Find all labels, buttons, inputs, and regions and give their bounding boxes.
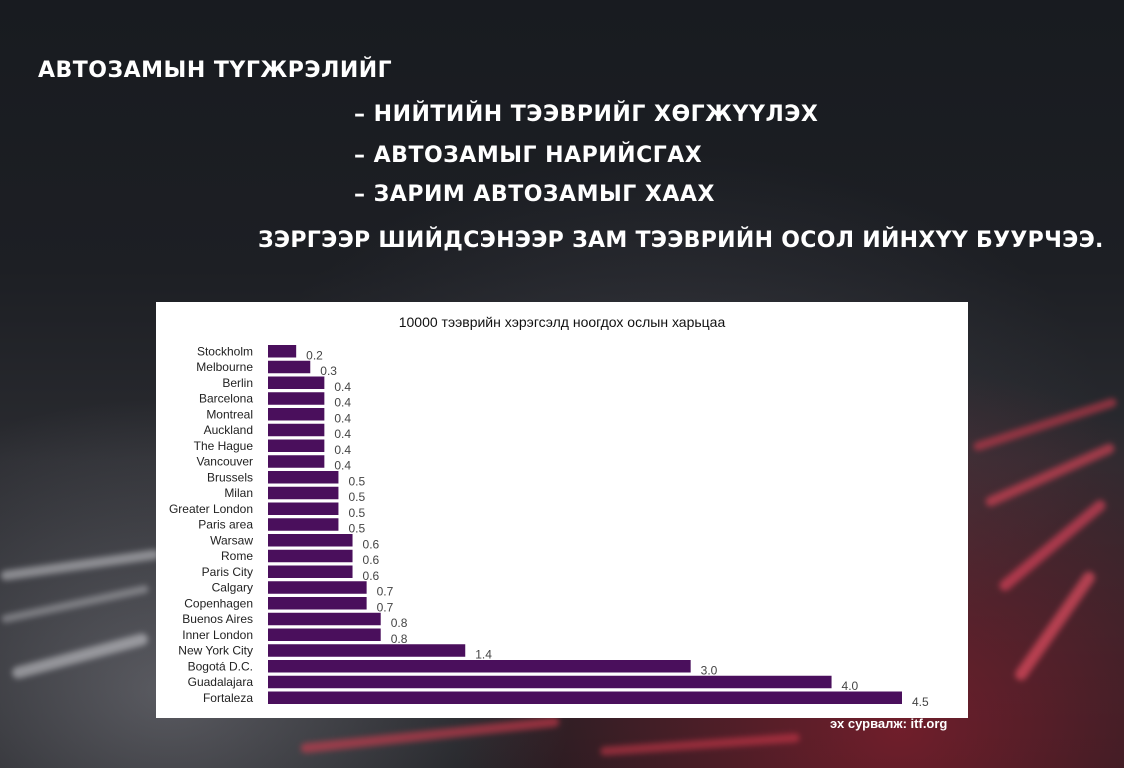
- bar-paris-area: [268, 518, 339, 531]
- value-label: 0.4: [334, 459, 351, 473]
- category-label: Rome: [221, 549, 253, 563]
- category-label: Melbourne: [196, 360, 253, 374]
- bar-vancouver: [268, 455, 325, 468]
- category-label: Brussels: [207, 470, 253, 484]
- bar-bogot-d-c-: [268, 660, 691, 673]
- category-label: Stockholm: [197, 344, 253, 358]
- value-label: 0.4: [334, 411, 351, 425]
- slide-conclusion: ЗЭРГЭЭР ШИЙДСЭНЭЭР ЗАМ ТЭЭВРИЙН ОСОЛ ИЙН…: [258, 228, 1104, 253]
- value-label: 0.8: [391, 632, 408, 646]
- category-label: Greater London: [169, 502, 253, 516]
- chart-title: 10000 тээврийн хэрэгсэлд ноогдох ослын х…: [398, 314, 726, 330]
- bar-buenos-aires: [268, 612, 381, 626]
- bar-warsaw: [268, 534, 353, 547]
- bar-fortaleza: [268, 691, 902, 704]
- value-label: 0.8: [391, 616, 408, 630]
- category-label: New York City: [178, 644, 253, 658]
- value-label: 0.7: [377, 600, 394, 614]
- value-label: 0.6: [363, 553, 380, 567]
- light-streak: [1012, 569, 1098, 683]
- bar-barcelona: [268, 392, 325, 405]
- value-label: 0.6: [363, 537, 380, 551]
- bar-calgary: [268, 581, 367, 594]
- value-label: 0.4: [334, 427, 351, 441]
- light-streak: [984, 441, 1116, 509]
- value-label: 0.7: [377, 585, 394, 599]
- bar-rome: [268, 549, 353, 563]
- bar-brussels: [268, 471, 339, 484]
- bar-montreal: [268, 408, 325, 421]
- slide-heading: АВТОЗАМЫН ТҮГЖРЭЛИЙГ: [38, 58, 393, 83]
- bar-new-york-city: [268, 644, 466, 657]
- bullet-close-roads: – ЗАРИМ АВТОЗАМЫГ ХААХ: [354, 182, 715, 207]
- bar-copenhagen: [268, 597, 367, 610]
- light-streak: [10, 632, 150, 680]
- bar-inner-london: [268, 628, 381, 641]
- bar-stockholm: [268, 345, 297, 358]
- chart-panel: 10000 тээврийн хэрэгсэлд ноогдох ослын х…: [156, 302, 968, 718]
- bar-the-hague: [268, 439, 325, 452]
- value-label: 4.5: [912, 695, 929, 709]
- value-label: 0.3: [320, 364, 337, 378]
- bar-paris-city: [268, 565, 353, 578]
- value-label: 1.4: [475, 648, 492, 662]
- category-label: Warsaw: [210, 533, 253, 547]
- bar-greater-london: [268, 502, 339, 515]
- category-label: Buenos Aires: [182, 612, 253, 626]
- light-streak: [300, 716, 560, 754]
- category-label: Bogotá D.C.: [188, 659, 253, 673]
- bar-guadalajara: [268, 675, 832, 689]
- category-label: Copenhagen: [184, 596, 253, 610]
- bar-milan: [268, 486, 339, 500]
- category-label: Berlin: [222, 376, 253, 390]
- bullet-narrow-roads: – АВТОЗАМЫГ НАРИЙСГАХ: [354, 143, 703, 168]
- bar-auckland: [268, 423, 325, 437]
- category-label: Montreal: [206, 407, 253, 421]
- category-label: Guadalajara: [188, 675, 254, 689]
- value-label: 3.0: [701, 663, 718, 677]
- category-label: Fortaleza: [203, 691, 253, 705]
- value-label: 0.5: [348, 506, 365, 520]
- value-label: 0.2: [306, 348, 323, 362]
- category-label: Inner London: [182, 628, 253, 642]
- category-label: Paris area: [198, 518, 253, 532]
- category-label: Milan: [224, 486, 253, 500]
- source-note: эх сурвалж: itf.org: [830, 716, 948, 731]
- category-label: Auckland: [204, 423, 253, 437]
- category-label: Calgary: [212, 581, 253, 595]
- value-label: 0.4: [334, 380, 351, 394]
- value-label: 0.5: [348, 522, 365, 536]
- bar-melbourne: [268, 360, 311, 374]
- category-label: Barcelona: [199, 392, 253, 406]
- value-label: 0.6: [363, 569, 380, 583]
- bullet-public-transport: – НИЙТИЙН ТЭЭВРИЙГ ХӨГЖҮҮЛЭХ: [354, 102, 819, 127]
- value-label: 0.5: [348, 474, 365, 488]
- bar-berlin: [268, 376, 325, 389]
- category-label: Paris City: [202, 565, 253, 579]
- value-label: 4.0: [842, 679, 859, 693]
- light-streak: [972, 397, 1118, 452]
- light-streak: [0, 584, 150, 624]
- category-label: The Hague: [194, 439, 254, 453]
- bar-chart: Stockholm 0.2 Melbourne 0.3 Berlin 0.4 Barcelo…: [169, 344, 929, 709]
- category-label: Vancouver: [197, 455, 253, 469]
- value-label: 0.5: [348, 490, 365, 504]
- value-label: 0.4: [334, 443, 351, 457]
- light-streak: [0, 548, 160, 582]
- light-streak: [599, 733, 801, 756]
- value-label: 0.4: [334, 396, 351, 410]
